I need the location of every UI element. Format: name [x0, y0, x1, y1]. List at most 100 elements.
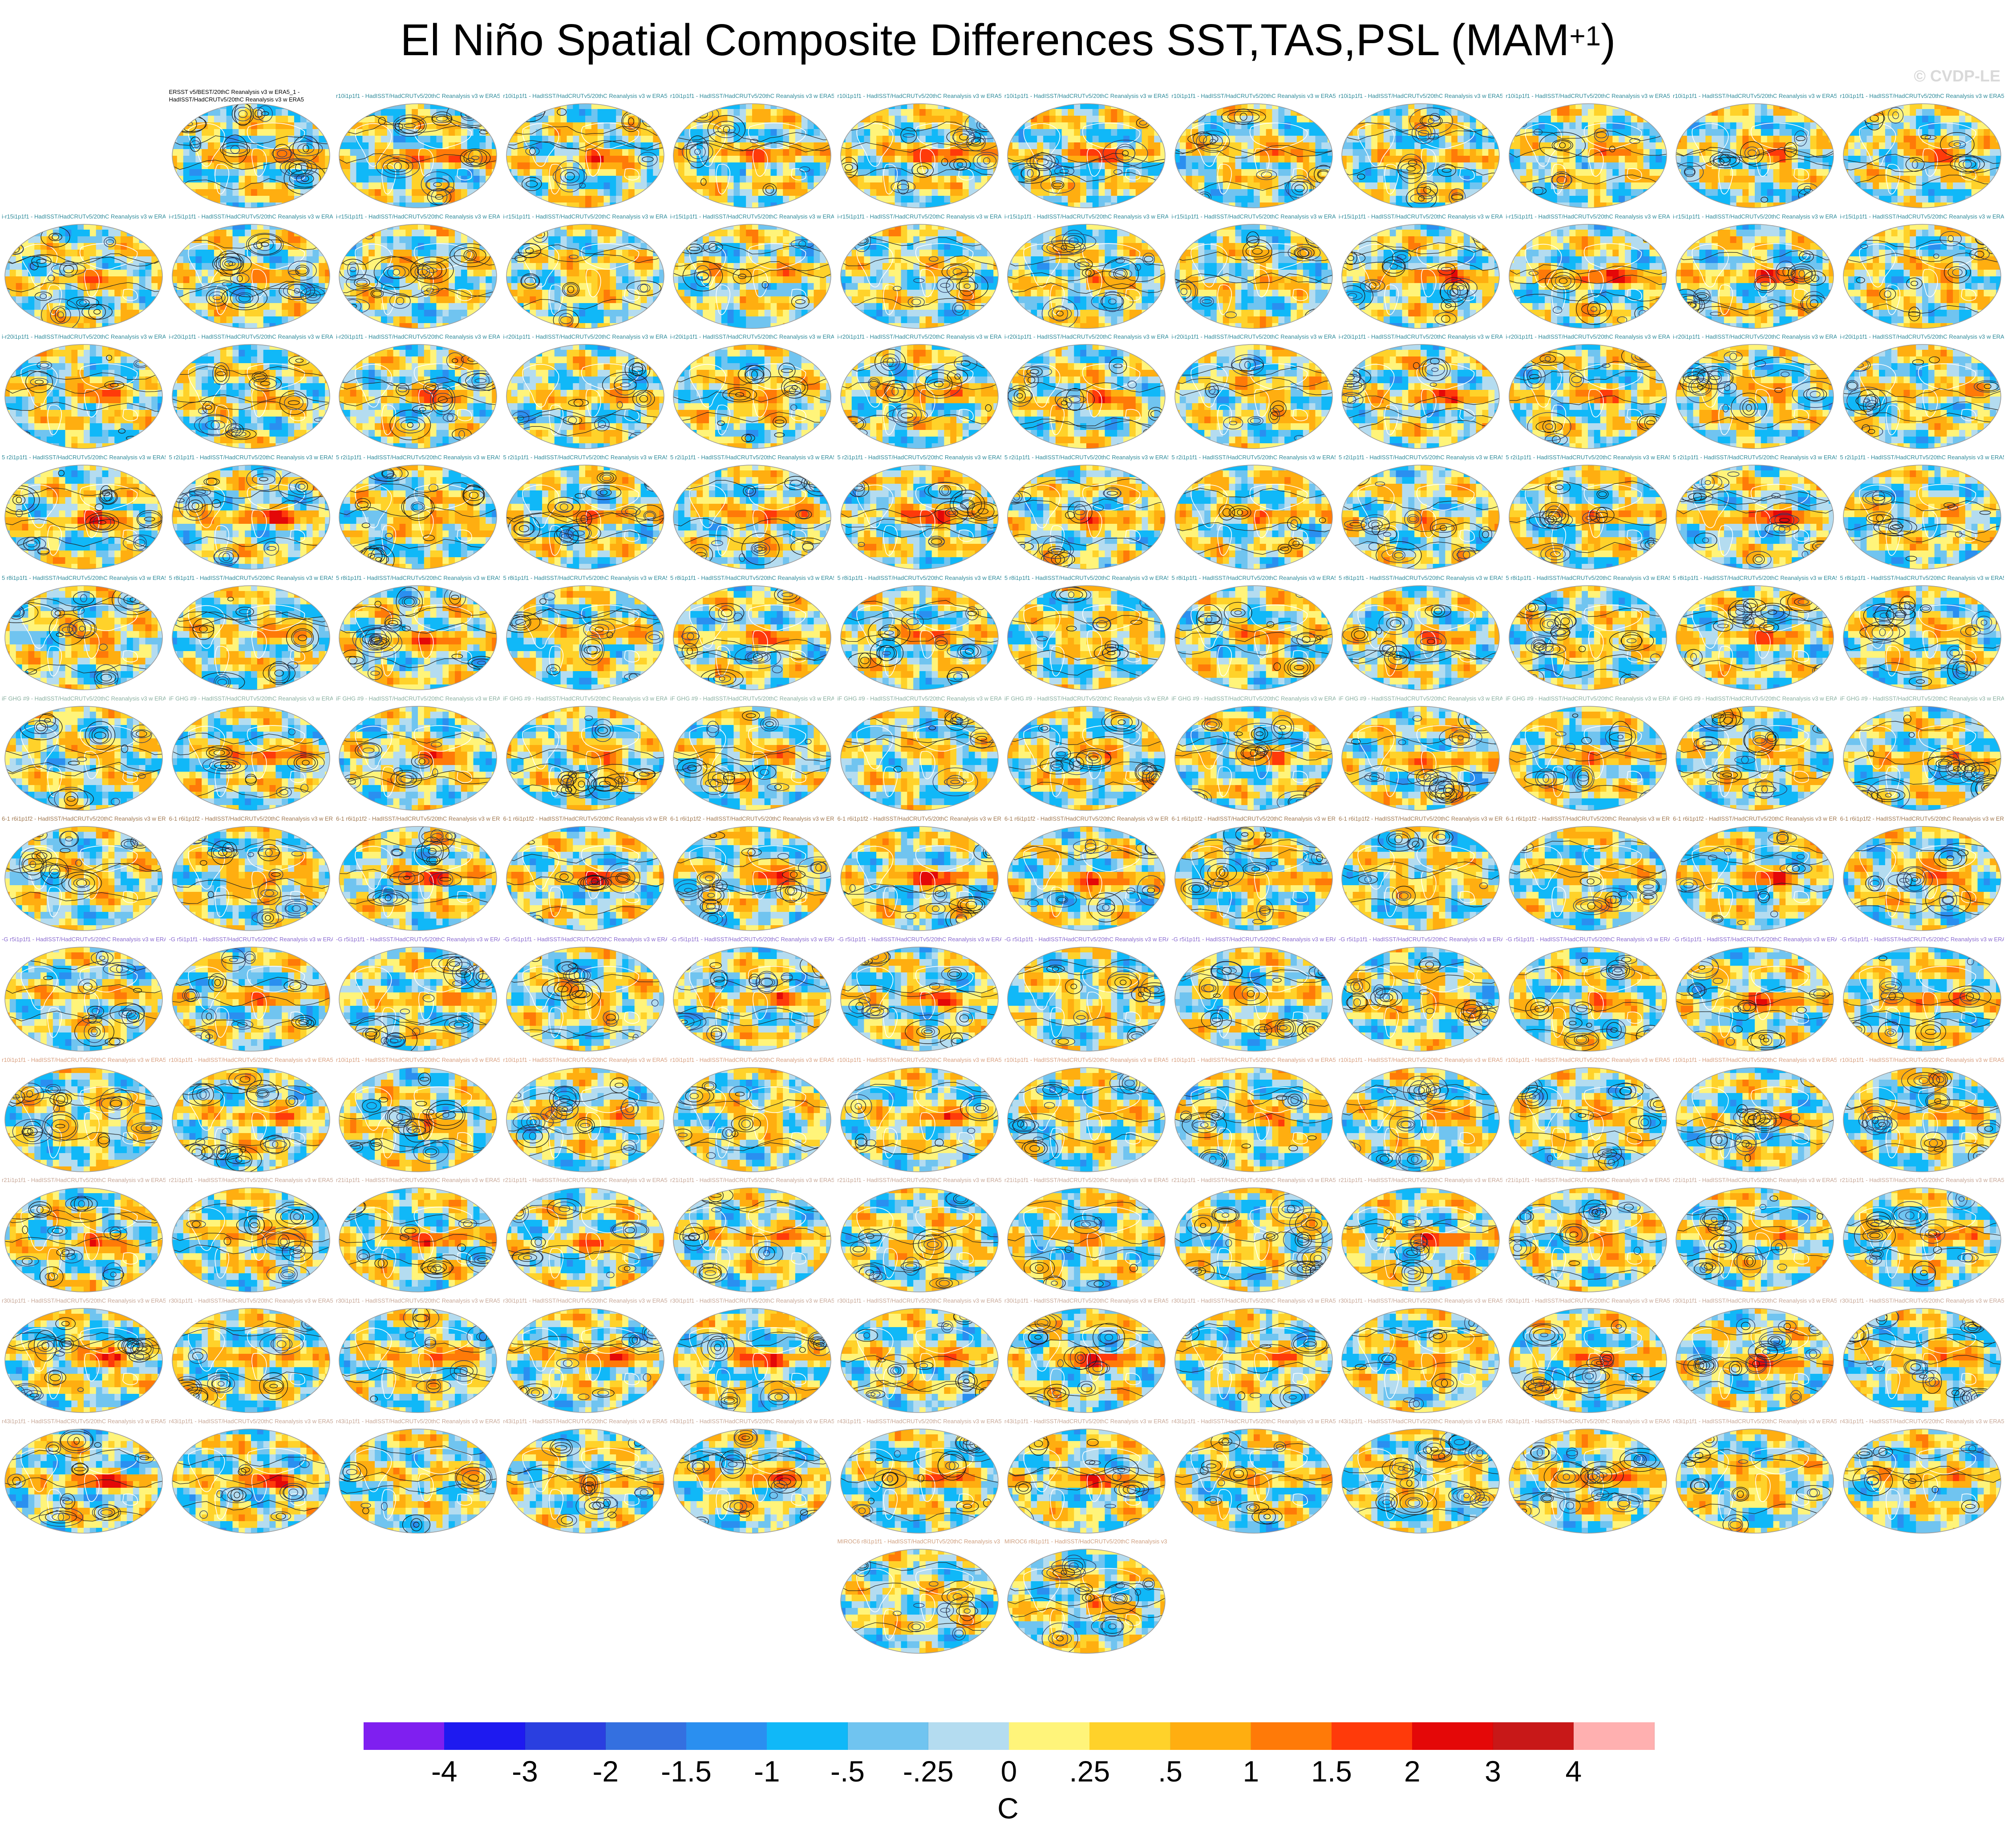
- sst-cell: [597, 116, 603, 123]
- sst-cell: [1885, 196, 1891, 203]
- sst-cell: [1099, 202, 1105, 209]
- sst-cell: [232, 196, 239, 203]
- sst-cell: [1693, 129, 1700, 136]
- sst-cell: [412, 149, 418, 156]
- sst-cell: [1186, 156, 1192, 163]
- sst-cell: [771, 156, 777, 163]
- sst-cell: [350, 142, 356, 150]
- sst-cell: [1873, 202, 1879, 209]
- sst-cell: [931, 182, 938, 190]
- sst-cell: [1321, 202, 1328, 209]
- sst-cell: [1749, 142, 1755, 150]
- sst-cell: [461, 129, 467, 136]
- sst-cell: [1259, 129, 1266, 136]
- sst-cell: [1508, 102, 1514, 109]
- sst-cell: [467, 189, 474, 196]
- sst-cell: [375, 189, 381, 196]
- sst-cell: [802, 176, 808, 183]
- sst-cell: [814, 169, 820, 176]
- sst-cell: [1829, 156, 1835, 163]
- sst-cell: [269, 122, 275, 130]
- sst-cell: [1204, 116, 1210, 123]
- sst-cell: [789, 202, 795, 209]
- sst-cell: [1779, 189, 1785, 196]
- sst-cell: [1148, 169, 1154, 176]
- sst-cell: [1829, 196, 1835, 203]
- sst-cell: [474, 169, 480, 176]
- sst-cell: [412, 196, 418, 203]
- sst-cell: [1371, 169, 1377, 176]
- panel-label: r10i1p1f1 - HadISST/HadCRUTv5/20thC Rean…: [1840, 93, 2004, 100]
- sst-cell: [1637, 156, 1643, 163]
- sst-cell: [1488, 156, 1494, 163]
- sst-cell: [1384, 129, 1390, 136]
- sst-cell: [1990, 102, 1996, 109]
- sst-cell: [511, 156, 517, 163]
- sst-cell: [1192, 169, 1198, 176]
- sst-cell: [962, 129, 968, 136]
- sst-cell: [511, 109, 517, 116]
- sst-cell: [1785, 109, 1792, 116]
- sst-cell: [1148, 102, 1154, 109]
- sst-cell: [1062, 129, 1068, 136]
- sst-cell: [1031, 142, 1037, 150]
- sst-cell: [808, 202, 814, 209]
- sst-cell: [858, 162, 864, 170]
- sst-cell: [573, 196, 579, 203]
- sst-cell: [1693, 182, 1700, 190]
- sst-cell: [1922, 202, 1928, 209]
- sst-cell: [1742, 169, 1749, 176]
- sst-cell: [461, 102, 467, 109]
- sst-cell: [1086, 202, 1093, 209]
- sst-cell: [263, 196, 269, 203]
- sst-cell: [734, 182, 740, 190]
- sst-cell: [1174, 202, 1180, 209]
- sst-cell: [864, 182, 870, 190]
- sst-cell: [870, 189, 876, 196]
- sst-cell: [1699, 182, 1705, 190]
- sst-cell: [319, 182, 325, 190]
- sst-cell: [1866, 169, 1873, 176]
- sst-cell: [1557, 116, 1563, 123]
- sst-cell: [511, 196, 517, 203]
- sst-cell: [375, 129, 381, 136]
- sst-cell: [1445, 102, 1451, 109]
- sst-cell: [672, 189, 678, 196]
- sst-cell: [375, 136, 381, 143]
- sst-cell: [771, 109, 777, 116]
- sst-cell: [1476, 142, 1482, 150]
- sst-cell: [1105, 109, 1111, 116]
- sst-cell: [1508, 116, 1514, 123]
- sst-cell: [1470, 129, 1476, 136]
- sst-cell: [1006, 109, 1012, 116]
- sst-cell: [1148, 202, 1154, 209]
- sst-cell: [628, 182, 634, 190]
- sst-cell: [1111, 162, 1117, 170]
- sst-cell: [1631, 202, 1637, 209]
- sst-cell: [1724, 189, 1730, 196]
- sst-cell: [1160, 116, 1166, 123]
- sst-cell: [1737, 189, 1743, 196]
- sst-cell: [1272, 156, 1278, 163]
- sst-cell: [312, 109, 319, 116]
- sst-cell: [1582, 162, 1588, 170]
- sst-cell: [802, 182, 808, 190]
- sst-cell: [1612, 182, 1619, 190]
- sst-cell: [405, 142, 412, 150]
- sst-cell: [1643, 182, 1649, 190]
- sst-cell: [368, 189, 375, 196]
- sst-cell: [696, 162, 703, 170]
- sst-cell: [1792, 102, 1798, 109]
- sst-cell: [573, 202, 579, 209]
- sst-cell: [208, 189, 214, 196]
- sst-cell: [709, 202, 715, 209]
- sst-cell: [1903, 162, 1910, 170]
- sst-cell: [523, 162, 530, 170]
- sst-cell: [1829, 122, 1835, 130]
- sst-cell: [1575, 142, 1582, 150]
- sst-cell: [1520, 189, 1526, 196]
- sst-cell: [1842, 109, 1848, 116]
- sst-cell: [1025, 102, 1031, 109]
- sst-cell: [1532, 162, 1538, 170]
- sst-cell: [931, 189, 938, 196]
